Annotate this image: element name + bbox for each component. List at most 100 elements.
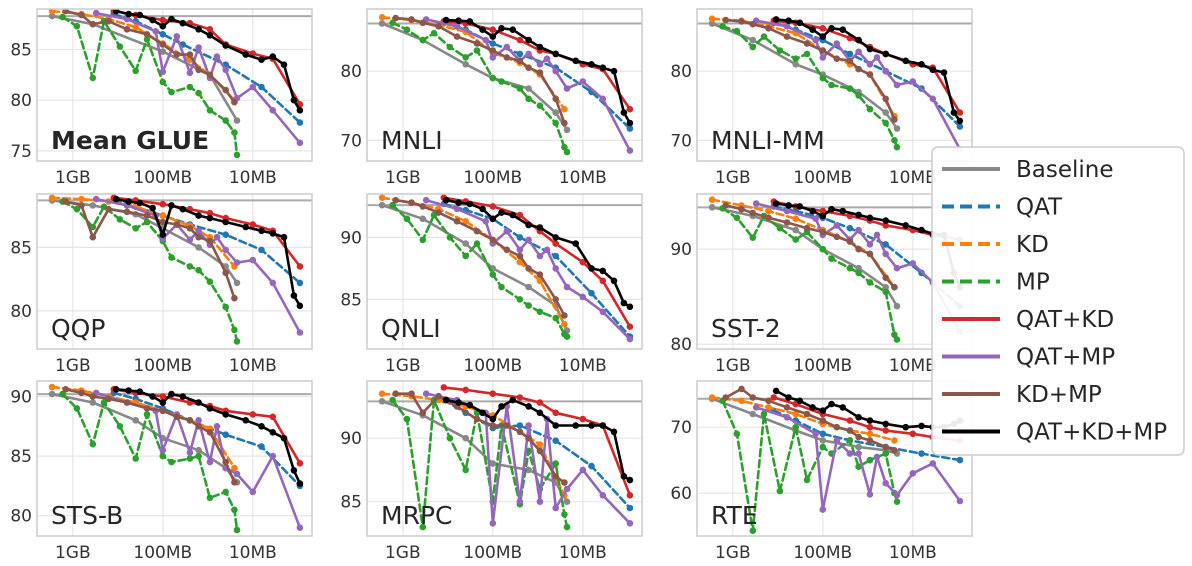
data-point [749, 234, 757, 241]
data-point [290, 467, 298, 474]
legend-label-qat-kd: QAT+KD [1016, 307, 1114, 333]
data-point [620, 299, 628, 307]
data-point [902, 222, 909, 229]
data-point [112, 195, 120, 203]
data-point [563, 485, 571, 493]
data-point [708, 394, 716, 401]
series-kd-mp [722, 385, 898, 454]
data-point [909, 430, 917, 438]
data-point [776, 47, 784, 54]
panel-qnli: 1GB 100MB 10MB 85 90 QNLI [340, 193, 643, 376]
data-point [258, 83, 265, 91]
data-point [783, 414, 791, 421]
data-point [186, 449, 194, 456]
data-point [956, 109, 964, 116]
data-point [738, 18, 745, 25]
data-point [125, 198, 132, 205]
series-line [444, 18, 632, 125]
data-point [125, 387, 132, 394]
data-point [296, 329, 304, 336]
data-point [846, 57, 854, 65]
data-point [206, 26, 214, 33]
data-point [765, 397, 772, 405]
data-point [503, 246, 511, 254]
data-point [89, 440, 97, 448]
data-point [819, 25, 827, 32]
y-tick-label: 80 [340, 62, 362, 82]
data-point [473, 415, 481, 423]
data-point [809, 404, 816, 411]
data-point [882, 109, 889, 116]
series-qat-kd-mp [112, 195, 304, 310]
data-point [855, 463, 862, 471]
plot-area [708, 15, 964, 153]
data-point [389, 19, 396, 27]
data-point [378, 390, 386, 398]
data-point [489, 422, 497, 429]
data-point [833, 55, 841, 62]
data-point [442, 16, 450, 24]
data-point [408, 199, 415, 206]
data-point [503, 422, 511, 429]
data-point [776, 487, 784, 495]
data-point [442, 196, 450, 204]
x-tick-label: 1GB [715, 543, 751, 563]
data-point [552, 252, 559, 260]
data-point [195, 89, 202, 97]
series-qat-kd-mp [772, 16, 964, 125]
y-tick-label: 90 [670, 240, 692, 260]
data-point [552, 95, 559, 103]
data-point [186, 69, 194, 77]
x-tick-label: 10MB [889, 356, 937, 376]
data-point [561, 312, 568, 319]
data-point [855, 245, 862, 253]
data-point [846, 450, 854, 457]
series-kd-mp [62, 9, 238, 106]
data-point [195, 423, 202, 430]
data-point [552, 296, 559, 303]
x-tick-label: 10MB [559, 543, 607, 563]
data-point [136, 388, 144, 396]
legend: Baseline QAT KD MP QAT+KD QAT+MP KD+MP QAT+KD+M… [931, 146, 1185, 456]
data-point [579, 293, 587, 301]
data-point [422, 196, 430, 204]
data-point [195, 417, 202, 424]
data-point [536, 102, 544, 109]
data-point [173, 413, 181, 421]
data-point [819, 54, 827, 61]
x-tick-label: 10MB [889, 543, 937, 563]
data-point [159, 22, 167, 30]
data-point [516, 428, 524, 436]
data-point [195, 244, 202, 251]
data-point [785, 394, 792, 401]
data-point [462, 218, 470, 225]
data-point [719, 23, 726, 30]
panel-frame [366, 380, 643, 537]
data-point [213, 53, 221, 60]
data-point [536, 308, 544, 316]
data-point [819, 437, 827, 444]
data-point [159, 31, 167, 38]
data-point [455, 199, 462, 206]
data-point [435, 209, 442, 216]
data-point [722, 202, 729, 209]
data-point [536, 447, 544, 455]
x-tick-label: 100MB [793, 356, 852, 376]
data-point [819, 245, 827, 253]
data-point [536, 441, 544, 448]
data-point [290, 292, 298, 299]
data-point [909, 260, 917, 267]
plot-area [378, 194, 634, 343]
data-point [536, 224, 544, 231]
data-point [453, 33, 461, 40]
data-point [893, 336, 901, 343]
data-point [626, 323, 634, 331]
data-point [846, 437, 854, 444]
data-point [579, 78, 587, 85]
data-point [866, 417, 874, 424]
data-point [828, 81, 835, 89]
data-point [462, 54, 470, 61]
data-point [891, 116, 898, 123]
data-point [59, 390, 66, 398]
data-point [258, 56, 265, 63]
